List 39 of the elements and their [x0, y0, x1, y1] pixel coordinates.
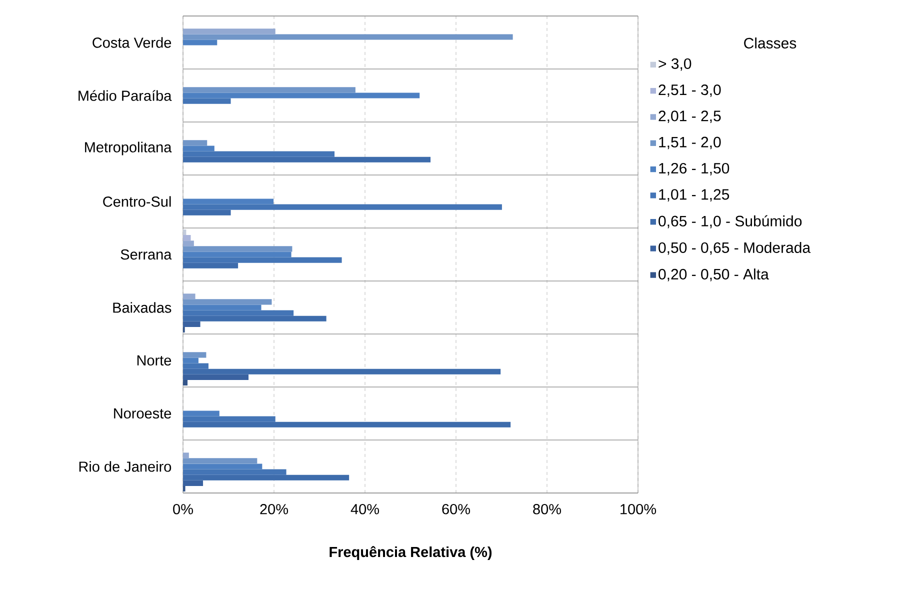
bar [183, 452, 189, 458]
legend-label: 2,01 - 2,5 [658, 110, 721, 124]
y-tick-label: Centro-Sul [103, 196, 171, 207]
x-axis-title: Frequência Relativa (%) [330, 546, 492, 560]
legend-label: 2,51 - 3,0 [658, 84, 721, 97]
y-tick-label: Médio Paraíba [78, 90, 172, 101]
x-tick-label: 40% [350, 504, 380, 514]
legend-label: 1,51 - 2,0 [659, 136, 721, 150]
y-tick-label: Noroeste [114, 408, 172, 419]
bar [183, 246, 292, 252]
bar [183, 40, 218, 46]
legend-title: Classes [744, 37, 796, 48]
x-tick-label: 20% [260, 504, 288, 514]
bar [183, 34, 513, 40]
y-tick-label: Rio de Janeiro [79, 461, 172, 472]
x-tick-label: 100% [620, 504, 656, 514]
y-tick-label: Serrana [120, 249, 172, 260]
bar [183, 352, 206, 358]
legend-label: > 3,0 [658, 58, 692, 71]
y-tick-label: Norte [137, 355, 172, 366]
bar [183, 235, 191, 241]
legend-label: 0,20 - 0,50 - Alta [658, 268, 769, 282]
bar [183, 240, 194, 246]
bar [183, 299, 272, 305]
bar [183, 28, 276, 34]
legend-label: 1,01 - 1,25 [659, 189, 730, 202]
bar [183, 140, 208, 146]
legend-label: 0,50 - 0,65 - Moderada [658, 242, 811, 255]
legend-label: 0,65 - 1,0 - Subúmido [658, 215, 802, 228]
y-tick-label: Costa Verde [92, 37, 172, 48]
legend-label: 1,26 - 1,50 [659, 162, 730, 176]
x-tick-label: 0% [173, 504, 193, 514]
y-tick-label: Metropolitana [85, 142, 172, 156]
bar [183, 294, 196, 300]
y-tick-label: Baixadas [113, 302, 172, 313]
bar [183, 87, 356, 93]
x-tick-label: 60% [442, 504, 470, 514]
x-tick-label: 80% [533, 504, 562, 514]
bar [183, 458, 258, 464]
